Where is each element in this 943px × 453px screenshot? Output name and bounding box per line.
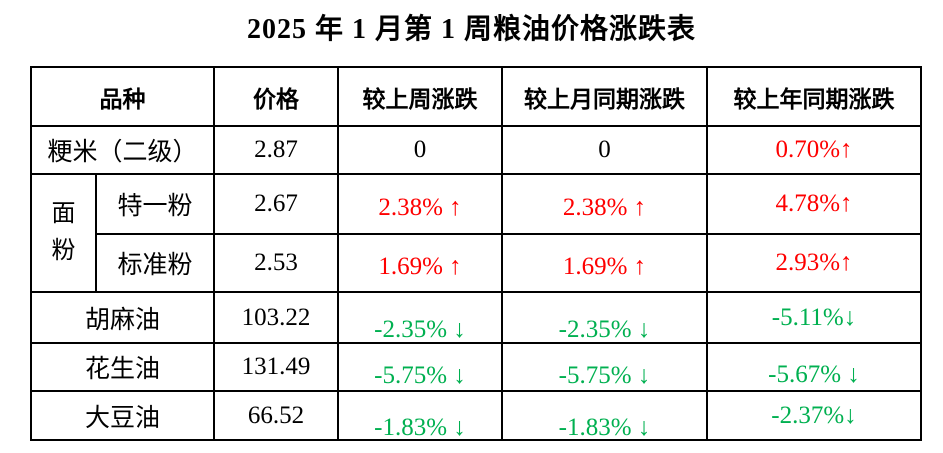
table-row-linseed-oil: 胡麻油 103.22 -2.35% ↓ -2.35% ↓ -5.11%↓ (30, 291, 922, 344)
yoy-cell: 0.70%↑ (706, 125, 922, 175)
mom-cell: 2.38% ↑ (501, 173, 708, 235)
price-cell: 2.87 (213, 125, 339, 175)
wow-cell: 2.38% ↑ (337, 173, 503, 235)
mom-cell: -1.83% ↓ (501, 390, 708, 441)
mom-cell: -5.75% ↓ (501, 342, 708, 392)
wow-cell: -1.83% ↓ (337, 390, 503, 441)
wow-cell: -2.35% ↓ (337, 291, 503, 344)
header-price: 价格 (213, 66, 339, 127)
table-row-standard-flour: 标准粉 2.53 1.69% ↑ 1.69% ↑ 2.93%↑ (31, 233, 922, 293)
price-cell: 131.49 (213, 342, 339, 392)
yoy-cell: -2.37%↓ (706, 390, 922, 441)
table-row-japonica-rice: 粳米（二级） 2.87 0 0 0.70%↑ (30, 125, 922, 175)
price-cell: 66.52 (213, 390, 339, 441)
table-row-peanut-oil: 花生油 131.49 -5.75% ↓ -5.75% ↓ -5.67% ↓ (30, 342, 922, 392)
price-change-table: 品种 价格 较上周涨跌 较上月同期涨跌 较上年同期涨跌 粳米（二级） 2.87 … (30, 66, 922, 441)
group-label: 面粉 (51, 200, 76, 264)
header-yoy: 较上年同期涨跌 (706, 66, 922, 127)
yoy-cell: -5.67% ↓ (706, 342, 922, 392)
price-cell: 2.53 (213, 233, 339, 293)
wow-cell: 0 (337, 125, 503, 175)
price-cell: 103.22 (213, 291, 339, 344)
name-cell: 胡麻油 (30, 291, 215, 344)
name-cell: 特一粉 (95, 173, 215, 235)
wow-cell: -5.75% ↓ (337, 342, 503, 392)
name-cell: 粳米（二级） (30, 125, 215, 175)
header-row: 品种 价格 较上周涨跌 较上月同期涨跌 较上年同期涨跌 (30, 66, 922, 127)
mom-cell: -2.35% ↓ (501, 291, 708, 344)
header-mom: 较上月同期涨跌 (501, 66, 708, 127)
price-cell: 2.67 (213, 173, 339, 235)
table-row-soybean-oil: 大豆油 66.52 -1.83% ↓ -1.83% ↓ -2.37%↓ (30, 390, 922, 441)
yoy-cell: 2.93%↑ (706, 233, 922, 293)
table-row-special-flour: 面粉 特一粉 2.67 2.38% ↑ 2.38% ↑ 4.78%↑ (30, 173, 922, 293)
mom-cell: 0 (501, 125, 708, 175)
mom-cell: 1.69% ↑ (501, 233, 708, 293)
yoy-cell: -5.11%↓ (706, 291, 922, 344)
wow-cell: 1.69% ↑ (337, 233, 503, 293)
page-title: 2025 年 1 月第 1 周粮油价格涨跌表 (246, 14, 696, 45)
name-cell: 花生油 (30, 342, 215, 392)
header-wow: 较上周涨跌 (337, 66, 503, 127)
name-cell: 标准粉 (95, 233, 215, 293)
group-cell-flour: 面粉 (30, 173, 97, 293)
header-variety: 品种 (30, 66, 215, 127)
name-cell: 大豆油 (30, 390, 215, 441)
yoy-cell: 4.78%↑ (706, 173, 922, 235)
